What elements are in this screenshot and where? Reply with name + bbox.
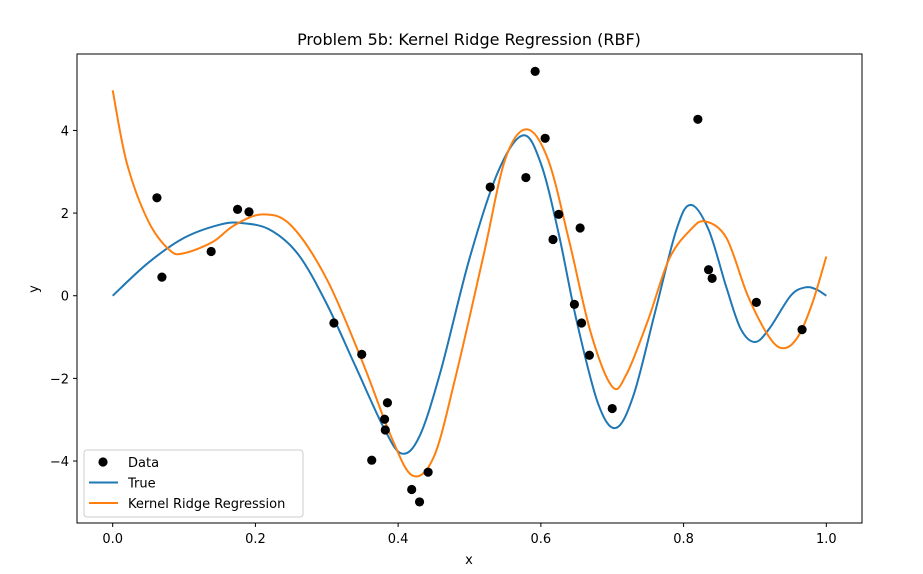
axes-frame	[76, 53, 863, 524]
legend: Data True Kernel Ridge Regression	[83, 449, 304, 518]
chart-title: Problem 5b: Kernel Ridge Regression (RBF…	[297, 30, 641, 49]
series-line-kernel-ridge-regression	[111, 90, 828, 478]
data-point	[530, 66, 540, 76]
data-point	[329, 318, 339, 328]
data-point	[382, 398, 393, 408]
data-point	[414, 497, 425, 507]
data-point	[367, 455, 377, 465]
data-point	[423, 467, 433, 477]
x-tick-label: 0.2	[245, 532, 266, 547]
data-point	[575, 223, 585, 233]
data-point	[707, 273, 717, 283]
data-point	[152, 193, 162, 203]
data-point	[703, 265, 714, 275]
data-point	[380, 425, 390, 435]
series-line-true	[112, 134, 827, 455]
plot-area	[111, 66, 828, 507]
x-tick-label: 0.4	[388, 532, 409, 547]
data-point	[357, 349, 367, 360]
axis-ticks: 0.0 0.2 0.4 0.6 0.8 1.0 −4 −2 0 2 4	[50, 124, 837, 547]
data-point	[244, 207, 254, 217]
data-point	[521, 172, 531, 183]
x-tick-label: 1.0	[816, 532, 837, 547]
legend-box	[83, 449, 304, 518]
x-tick-label: 0.0	[102, 532, 123, 547]
data-point	[485, 182, 495, 192]
y-tick-label: 4	[61, 124, 69, 139]
y-tick-label: −2	[50, 372, 69, 387]
data-point	[379, 414, 390, 424]
y-tick-label: 0	[61, 290, 69, 305]
data-point	[407, 484, 417, 495]
legend-label-kernel-ridge-regression: Kernel Ridge Regression	[128, 497, 285, 512]
data-point	[576, 318, 587, 328]
y-tick-label: −4	[50, 455, 69, 470]
legend-marker-data	[98, 457, 108, 467]
data-point	[607, 403, 617, 414]
y-tick-label: 2	[61, 207, 69, 222]
legend-label-true: True	[127, 477, 156, 492]
legend-label-data: Data	[128, 456, 159, 471]
data-point	[554, 209, 564, 219]
x-axis-label: x	[465, 553, 473, 568]
data-point	[584, 350, 594, 360]
data-point	[157, 272, 167, 282]
data-point	[540, 133, 550, 143]
data-point	[569, 299, 580, 310]
data-point	[206, 246, 216, 257]
x-tick-label: 0.6	[531, 532, 552, 547]
y-axis-label: y	[27, 285, 42, 293]
x-tick-label: 0.8	[673, 532, 694, 547]
data-point	[693, 114, 703, 124]
data-point	[232, 204, 243, 214]
data-point	[797, 325, 807, 335]
data-point	[751, 297, 761, 307]
data-point	[548, 234, 558, 245]
